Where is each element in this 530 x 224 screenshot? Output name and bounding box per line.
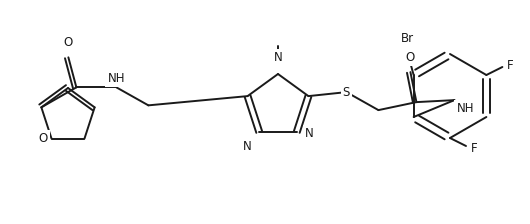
Text: Br: Br xyxy=(401,32,414,45)
Text: NH: NH xyxy=(108,72,125,85)
Text: F: F xyxy=(471,142,478,155)
Text: O: O xyxy=(38,132,48,145)
Text: O: O xyxy=(406,51,415,64)
Text: N: N xyxy=(242,140,251,153)
Text: O: O xyxy=(64,36,73,49)
Text: N: N xyxy=(273,51,282,64)
Text: S: S xyxy=(343,86,350,99)
Text: N: N xyxy=(305,127,314,140)
Text: F: F xyxy=(507,58,514,71)
Text: NH: NH xyxy=(456,102,474,115)
